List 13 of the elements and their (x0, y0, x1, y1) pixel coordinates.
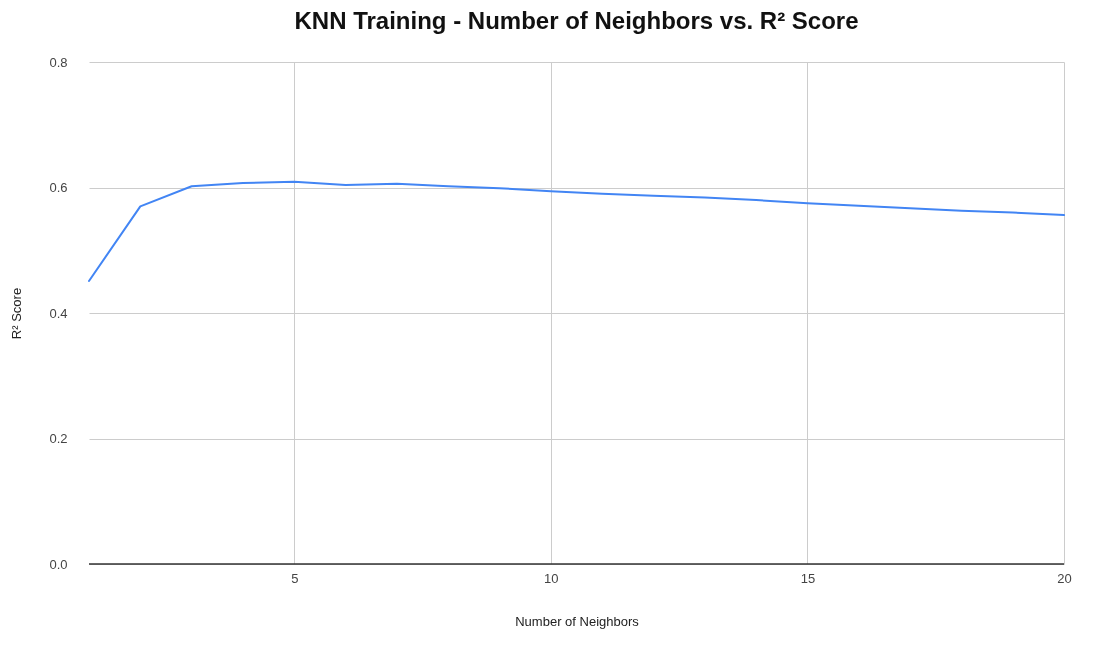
line-series (88, 180, 1065, 282)
x-axis-title: Number of Neighbors (515, 613, 640, 629)
y-tick-label: 0.0 (49, 556, 68, 572)
chart-title: KNN Training - Number of Neighbors vs. R² Score (294, 7, 859, 34)
y-tick-label: 0.8 (49, 54, 68, 70)
x-tick-label: 10 (544, 570, 559, 586)
y-tick-label: 0.2 (49, 431, 68, 446)
y-tick-label: 0.6 (49, 180, 68, 195)
x-tick-label: 5 (291, 570, 299, 586)
y-tick-label: 0.4 (49, 305, 68, 321)
x-tick-label: 15 (800, 570, 816, 586)
x-tick-label: 20 (1057, 570, 1072, 586)
y-axis-title: R² Score (9, 287, 25, 340)
